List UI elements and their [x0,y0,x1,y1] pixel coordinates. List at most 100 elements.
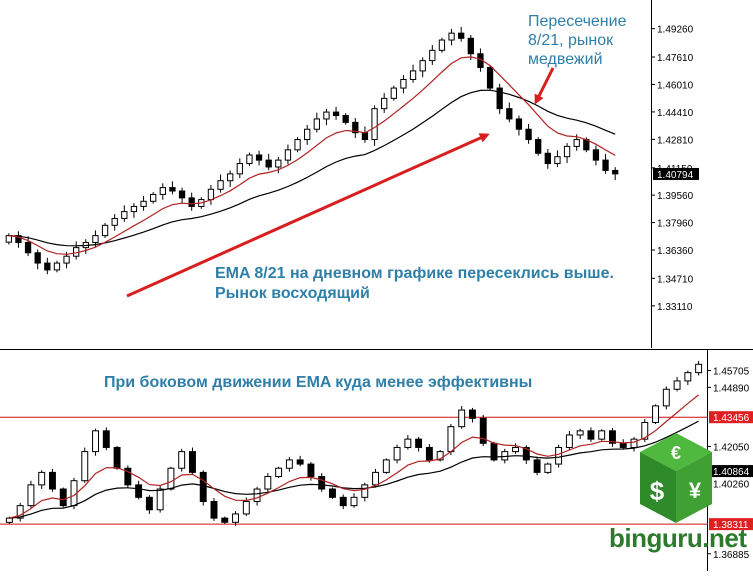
top-candle [111,214,118,231]
bottom-candle [490,441,498,462]
bottom-price-tag [709,518,753,531]
top-candle [323,108,330,126]
bottom-candle [479,414,487,447]
bottom-candle [555,444,563,468]
top-candle [275,156,282,174]
bottom-ema-slow-line [9,420,699,519]
top-candle [178,187,186,205]
crossover-arrow [534,67,555,105]
bottom-candle [404,435,412,450]
top-y-tick-label: 1.34710 [657,274,694,285]
bottom-candle [232,511,239,526]
bottom-price-tag [709,411,753,424]
annotation-crossover-line3: медвежий [528,51,603,68]
top-candle [294,137,301,153]
top-candle [535,137,542,156]
bottom-candle [372,468,380,488]
top-candle [592,145,600,166]
top-candle [438,37,446,53]
top-candle [150,192,157,204]
bottom-candle [253,486,261,506]
annotation-crossover: Пересечение 8/21, рынок медвежий [528,12,626,69]
euro-icon: € [671,443,681,463]
bottom-y-tick-label: 1.45705 [713,366,750,377]
annotation-crossover-line1: Пересечение [528,13,627,30]
top-candle [284,144,292,165]
top-candle [44,257,51,275]
top-candle [506,102,513,123]
bottom-candle [533,456,541,476]
bottom-candle [102,427,110,451]
top-candle [121,205,128,222]
yen-icon: ¥ [689,478,702,503]
top-candle [34,249,41,270]
bottom-candle [436,450,444,462]
bottom-y-tick-label: 1.44890 [713,383,750,394]
top-y-tick-label: 1.42810 [657,135,694,146]
top-candle [217,174,224,193]
bottom-candle [544,462,552,474]
bottom-candle [38,470,46,489]
bottom-candle [59,487,67,508]
top-y-tick-label: 1.36360 [657,246,694,257]
dollar-icon: $ [650,476,665,506]
annotation-sideways: При боковом движении EMA куда менее эффе… [104,374,533,391]
bottom-candle [609,428,616,447]
top-candle [140,196,147,211]
top-candle [352,118,359,138]
annotation-uptrend-line1: EMA 8/21 на дневном графике пересеклись … [215,265,614,282]
bottom-candle [329,487,336,499]
bottom-candle [652,404,659,425]
bottom-candle [145,495,153,514]
top-candle [313,112,320,133]
bottom-candle [199,470,207,506]
top-candle [602,153,609,174]
bottom-price-tag [709,465,753,478]
bottom-candle [425,444,433,463]
annotation-uptrend-line2: Рынок восходящий [215,285,370,302]
top-candle [467,34,474,61]
top-candle [429,45,436,65]
bottom-price-tag-label: 1.40864 [713,467,750,478]
top-y-tick-label: 1.37960 [657,219,694,230]
top-y-tick-label: 1.49260 [657,25,694,36]
top-candle [371,105,378,146]
top-candle [188,192,195,211]
bottom-candle [167,466,175,491]
bottom-candle [27,480,35,508]
top-candle [24,236,32,257]
bottom-candle [92,428,99,456]
top-candle [486,65,494,91]
top-candle [101,222,109,238]
top-candle [448,28,455,46]
bottom-candle [124,465,132,489]
top-candle [255,150,263,166]
top-candle [159,183,166,200]
bottom-y-tick-label: 1.40260 [713,480,750,491]
top-candle [612,167,619,181]
top-candle [53,260,61,273]
uptrend-arrow [126,133,490,298]
bottom-candle [113,445,121,470]
top-candle [544,148,551,169]
top-candle [525,123,532,144]
top-candle [332,106,340,120]
bottom-candle [576,428,584,440]
top-y-tick-label: 1.47610 [657,53,694,64]
bottom-candle [49,468,56,492]
logo-text: binguru.net [609,523,747,553]
bottom-candle [565,430,573,450]
bottom-candle [415,436,423,452]
top-y-tick-label: 1.33110 [657,302,693,313]
bottom-candle [587,427,595,442]
top-y-tick-label: 1.44410 [657,108,694,119]
top-candle [227,170,234,187]
bottom-candle [350,493,358,508]
bottom-candle [178,448,186,472]
bottom-candle [339,494,347,510]
top-candle [563,143,571,163]
bottom-ema-fast-line [9,394,699,519]
bottom-candle [210,498,218,521]
